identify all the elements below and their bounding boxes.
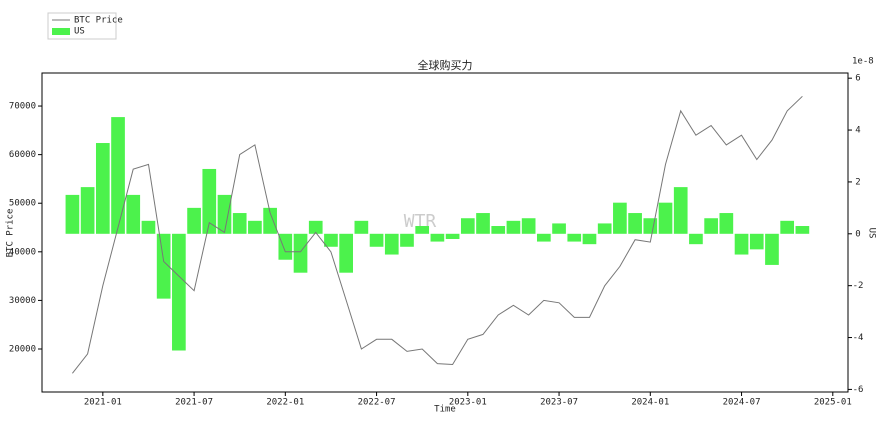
bar [537,233,551,242]
bar [172,233,186,351]
y2-tick-label: 6 [855,74,860,84]
y-tick-label: 40000 [9,247,36,257]
y-tick-label: 30000 [9,296,36,306]
bar [780,220,795,234]
plot-area [65,95,810,374]
bar [658,202,673,234]
offset-text: 1e-8 [852,57,874,67]
bar [308,220,323,234]
bar [460,218,475,234]
plot-frame [41,72,849,393]
bar [263,207,277,234]
bar [369,233,384,247]
bar [324,233,338,247]
x-tick-label: 2022-01 [266,398,304,408]
bar [384,233,399,255]
y-tick-label: 20000 [9,344,36,354]
bar [491,226,506,234]
bar [476,213,490,234]
bar [278,233,293,260]
y2-tick-label: 2 [855,177,860,187]
bar [80,187,95,234]
bar [65,194,80,234]
x-tick-label: 2023-07 [540,398,578,408]
bar [141,220,156,234]
bar [734,233,749,255]
bar [582,233,597,245]
bar [415,226,430,234]
bar [597,223,612,234]
legend-label: US [74,27,85,37]
y2-tick-label: 4 [855,126,860,136]
bar [506,220,521,234]
bar [232,213,247,234]
y2-tick-label: -2 [853,281,864,291]
bar [126,194,141,234]
bar [217,194,232,234]
x-tick-label: 2021-07 [175,398,213,408]
bar [567,233,582,242]
bar [552,223,566,234]
bar [187,207,201,234]
bar [400,233,414,247]
bar [765,233,779,265]
y-axis-label: BTC Price [6,209,16,258]
y-tick-label: 70000 [9,102,36,112]
bar [354,220,369,234]
price-line [72,95,803,374]
x-tick-label: 2025-01 [814,398,852,408]
y-tick-label: 50000 [9,199,36,209]
bar [749,233,764,250]
bar [339,233,353,273]
bar [643,218,658,234]
bar [704,218,718,234]
x-tick-label: 2021-01 [84,398,122,408]
bar [795,226,810,234]
y2-tick-label: -4 [853,333,864,343]
bar [95,143,110,234]
bar [689,233,703,245]
bar [156,233,171,299]
bar [445,233,460,239]
bar [521,218,536,234]
bar [673,187,688,234]
bar [628,213,642,234]
legend-patch [52,28,70,35]
x-tick-label: 2024-01 [631,398,669,408]
chart-title: 全球购买力 [418,58,473,72]
bar [719,213,734,234]
bar [430,233,445,242]
y2-tick-label: -6 [853,385,864,395]
bar [202,168,217,234]
x-tick-label: 2023-01 [449,398,487,408]
y-tick-label: 60000 [9,150,36,160]
y2-axis-label: US [867,228,877,239]
bar [248,220,262,234]
legend-label: BTC Price [74,16,123,26]
bar [293,233,308,273]
x-tick-label: 2022-07 [358,398,396,408]
bar [111,117,125,234]
y2-tick-label: 0 [855,229,860,239]
x-tick-label: 2024-07 [723,398,761,408]
x-axis-label: Time [434,405,456,415]
bar [613,202,627,234]
